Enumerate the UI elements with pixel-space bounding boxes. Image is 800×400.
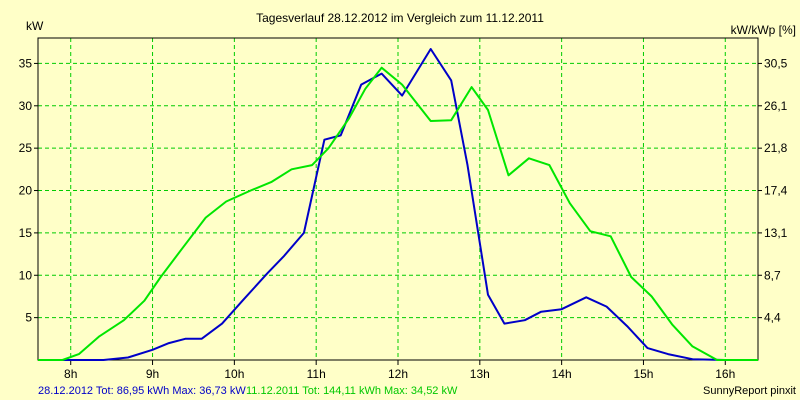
chart-title: Tagesverlauf 28.12.2012 im Vergleich zum… — [256, 11, 544, 25]
x-tick-label: 15h — [633, 367, 653, 381]
x-tick-label: 13h — [470, 367, 490, 381]
y2-tick-label: 13,1 — [764, 226, 788, 240]
y2-tick-label: 21,8 — [764, 141, 788, 155]
y-axis-label: kW — [26, 19, 44, 33]
x-tick-label: 16h — [715, 367, 735, 381]
y2-axis-label: kW/kWp [%] — [731, 23, 796, 37]
legend-entry-2011: 11.12.2011 Tot: 144,11 kWh Max: 34,52 kW — [246, 385, 458, 397]
y-tick-label: 30 — [19, 99, 33, 113]
y-tick-label: 25 — [19, 141, 33, 155]
x-tick-label: 11h — [307, 367, 326, 381]
x-tick-label: 14h — [552, 367, 572, 381]
grid-lines — [38, 38, 758, 360]
y2-tick-label: 8,7 — [764, 268, 781, 282]
series-line-2012 — [38, 48, 758, 361]
y-tick-label: 35 — [19, 56, 33, 70]
y-tick-label: 5 — [25, 311, 32, 325]
y2-tick-label: 17,4 — [764, 184, 788, 198]
x-tick-label: 9h — [146, 367, 159, 381]
y-tick-label: 15 — [19, 226, 33, 240]
y2-tick-label: 30,5 — [764, 56, 788, 70]
y2-tick-label: 4,4 — [764, 311, 781, 325]
axis-ticks: 8h 9h 10h 11h 12h 13h 14h 15h 16h 5 10 15 20 25 30 35 4,… — [19, 56, 788, 381]
x-tick-label: 12h — [388, 367, 408, 381]
x-tick-label: 10h — [224, 367, 244, 381]
x-tick-label: 8h — [64, 367, 77, 381]
y2-tick-label: 26,1 — [764, 99, 788, 113]
y-tick-label: 10 — [19, 268, 33, 282]
series-line-2011 — [38, 66, 758, 361]
legend-entry-2012: 28.12.2012 Tot: 86,95 kWh Max: 36,73 kW — [38, 385, 246, 397]
series-lines — [38, 48, 758, 361]
credit-text: SunnyReport pinxit — [703, 385, 796, 397]
y-tick-label: 20 — [19, 184, 33, 198]
